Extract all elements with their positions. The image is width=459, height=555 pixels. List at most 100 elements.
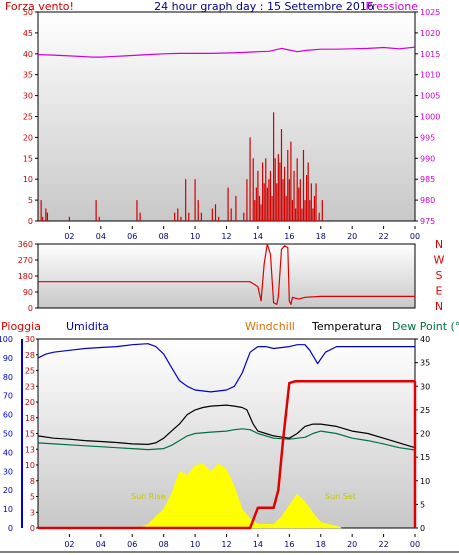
windchill-label: Windchill	[245, 320, 295, 333]
humidity-label: Umidita	[66, 320, 109, 333]
rain-x-tick-label: 04	[96, 540, 106, 549]
rain-tick-label: 18	[25, 414, 35, 423]
wind-x-axis-ticks: 02 04 06 08 10 12 14 16 18 20 22 00	[64, 226, 420, 241]
rain-tick-label: 23	[25, 382, 35, 391]
humidity-tick-label: 30	[3, 467, 13, 476]
humidity-tick-label: 10	[3, 505, 13, 514]
wind-tick-label: 40	[23, 50, 33, 59]
rain-tick-label: 0	[30, 524, 35, 533]
chart-title: 24 hour graph day : 15 Settembre 2016	[154, 0, 374, 13]
rain-x-tick-label: 18	[316, 540, 326, 549]
wind-tick-label: 30	[23, 92, 33, 101]
temperature-tick-label: 5	[420, 500, 425, 509]
pressure-tick-label: 985	[420, 175, 435, 184]
temperature-tick-label: 25	[420, 406, 430, 415]
sun-rise-annotation: Sun Rise	[131, 492, 166, 501]
compass-letter: N	[435, 238, 443, 251]
wind-x-tick-label: 06	[127, 232, 137, 241]
compass-letter: S	[436, 269, 443, 282]
rain-x-tick-label: 08	[159, 540, 169, 549]
pressure-tick-label: 1005	[420, 92, 440, 101]
wind-tick-label: 0	[28, 217, 33, 226]
compass-letter: N	[435, 300, 443, 313]
wind-tick-label: 10	[23, 175, 33, 184]
pressure-tick-label: 1000	[420, 113, 440, 122]
wind-x-tick-label: 22	[378, 232, 388, 241]
wind-tick-label: 15	[23, 154, 33, 163]
direction-y-axis-ticks: 360 270 180 90 0	[18, 240, 38, 313]
rain-x-tick-label: 12	[221, 540, 231, 549]
humidity-tick-label: 40	[3, 448, 13, 457]
rain-label: Pioggia	[1, 320, 41, 333]
wind-x-tick-label: 12	[221, 232, 231, 241]
dewpoint-line	[37, 428, 416, 451]
rain-tick-label: 8	[30, 477, 35, 486]
wind-direction-line	[38, 243, 415, 305]
wind-pressure-marks	[37, 46, 416, 221]
rain-tick-label: 30	[25, 335, 35, 344]
rain-x-axis-ticks: 02 04 06 08 10 12 14 16 18 20 22 00	[64, 534, 420, 549]
humidity-tick-label: 90	[3, 354, 13, 363]
rain-tick-label: 3	[30, 508, 35, 517]
temperature-y-axis-ticks: 40 35 30 25 20 15 10 5 0	[415, 335, 430, 533]
wind-x-tick-label: 16	[284, 232, 294, 241]
direction-tick-label: 0	[28, 304, 33, 313]
direction-tick-label: 180	[18, 272, 33, 281]
rain-humidity-marks	[37, 343, 417, 530]
wind-x-tick-label: 18	[316, 232, 326, 241]
pressure-tick-label: 990	[420, 154, 435, 163]
pressure-tick-label: 980	[420, 196, 435, 205]
rain-tick-label: 28	[25, 351, 35, 360]
temperature-tick-label: 40	[420, 335, 430, 344]
rain-x-tick-label: 16	[284, 540, 294, 549]
rain-x-tick-label: 02	[64, 540, 74, 549]
dewpoint-label: Dew Point (°C	[392, 320, 459, 333]
rain-tick-label: 10	[25, 461, 35, 470]
wind-x-tick-label: 00	[410, 232, 420, 241]
wind-tick-label: 50	[23, 8, 33, 17]
pressure-tick-label: 975	[420, 217, 435, 226]
rain-line	[38, 379, 415, 530]
rain-x-tick-label: 14	[253, 540, 263, 549]
pressure-tick-label: 1025	[420, 8, 440, 17]
wind-direction-plot-area	[37, 243, 416, 309]
solar-area	[139, 463, 342, 529]
wind-direction-marks	[38, 243, 415, 305]
humidity-tick-label: 60	[3, 411, 13, 420]
temperature-tick-label: 35	[420, 359, 430, 368]
pressure-tick-label: 1010	[420, 71, 440, 80]
pressure-axis-label: Pressione	[366, 0, 419, 13]
compass-letter: E	[436, 285, 443, 298]
temperature-tick-label: 30	[420, 382, 430, 391]
direction-tick-label: 90	[23, 288, 33, 297]
wind-tick-label: 45	[23, 29, 33, 38]
rain-x-tick-label: 10	[190, 540, 200, 549]
humidity-tick-label: 20	[3, 486, 13, 495]
pressure-line	[37, 46, 416, 58]
rain-tick-label: 13	[25, 445, 35, 454]
humidity-tick-label: 0	[8, 524, 13, 533]
rain-x-tick-label: 22	[378, 540, 388, 549]
temperature-tick-label: 20	[420, 430, 430, 439]
temperature-tick-label: 0	[420, 524, 425, 533]
wind-tick-label: 35	[23, 71, 33, 80]
wind-x-tick-label: 10	[190, 232, 200, 241]
wind-tick-label: 25	[23, 113, 33, 122]
sun-set-annotation: Sun Set	[325, 492, 356, 501]
rain-tick-label: 25	[25, 367, 35, 376]
rain-x-tick-label: 20	[347, 540, 357, 549]
pressure-y-axis-ticks: 1025 1020 1015 1010 1005 1000 995 990 985 980 975	[415, 8, 440, 226]
wind-pressure-plot-area	[37, 11, 416, 222]
rain-tick-label: 5	[30, 493, 35, 502]
wind-x-tick-label: 08	[159, 232, 169, 241]
humidity-tick-label: 70	[3, 392, 13, 401]
wind-x-tick-label: 04	[96, 232, 106, 241]
pressure-tick-label: 995	[420, 133, 435, 142]
rain-tick-label: 20	[25, 398, 35, 407]
temperature-tick-label: 15	[420, 453, 430, 462]
compass-letter: W	[434, 254, 445, 267]
